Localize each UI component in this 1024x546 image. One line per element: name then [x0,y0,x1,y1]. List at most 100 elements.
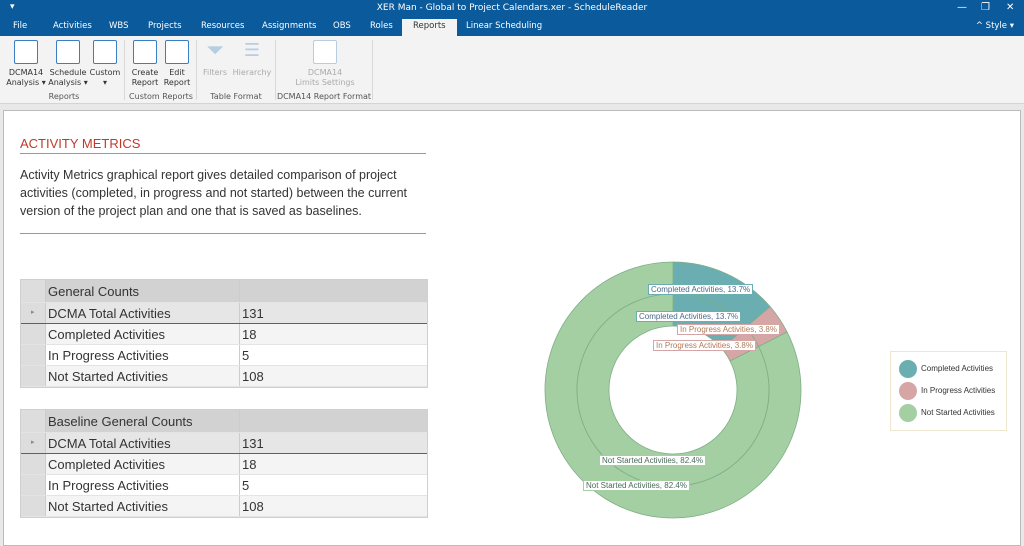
tab-activities[interactable]: Activities [53,21,92,31]
label: Filters [203,68,227,77]
row-indicator: ▸ [21,303,46,323]
table-row[interactable]: Completed Activities 18 [21,324,427,345]
restore-button[interactable]: ❐ [981,2,990,13]
legend-swatch [899,404,917,422]
table-row[interactable]: Not Started Activities 108 [21,496,427,517]
row-indicator [21,345,46,365]
label: Limits Settings [295,78,355,87]
table-row[interactable]: Not Started Activities 108 [21,366,427,387]
group-label: Table Format [210,92,262,101]
page-title: ACTIVITY METRICS [20,136,141,151]
cell: 5 [239,345,249,365]
tab-reports[interactable]: Reports [402,19,457,36]
legend-item-completed[interactable]: Completed Activities [899,360,993,378]
label-outer-completed: Completed Activities, 13.7% [648,284,754,295]
minimize-button[interactable]: — [957,2,967,13]
label: ▾ [102,78,107,87]
edit-report-button[interactable]: Edit Report [162,40,192,88]
divider [196,40,197,100]
cell: In Progress Activities [48,478,169,493]
label: Hierarchy [232,68,272,77]
legend-label: Not Started Activities [921,408,995,418]
label: Analysis ▾ [6,78,46,87]
table-row[interactable]: In Progress Activities 5 [21,345,427,366]
title-bar: ▾ XER Man - Global to Project Calendars.… [0,0,1024,18]
header-value [239,280,242,302]
close-button[interactable]: ✕ [1006,2,1015,13]
header-label: General Counts [48,284,140,299]
legend-swatch [899,360,917,378]
row-indicator [21,366,46,386]
tab-file[interactable]: File [13,21,28,31]
checklist-icon [313,40,337,64]
tab-linear-scheduling[interactable]: Linear Scheduling [466,21,543,31]
tab-resources[interactable]: Resources [201,21,245,31]
label: Report [163,78,191,87]
ribbon: DCMA14 Analysis ▾ Schedule Analysis ▾ Cust… [0,36,1024,104]
quick-access-menu[interactable]: ▾ [10,2,15,12]
cell: DCMA Total Activities [48,306,171,321]
label-outer-in-progress: In Progress Activities, 3.8% [677,324,780,335]
tab-wbs[interactable]: WBS [109,21,129,31]
cell: In Progress Activities [48,348,169,363]
schedule-analysis-button[interactable]: Schedule Analysis ▾ [48,40,88,88]
label: Custom [89,68,121,77]
header-label: Baseline General Counts [48,414,193,429]
row-indicator [21,280,46,302]
custom-button[interactable]: Custom ▾ [89,40,121,88]
cell: DCMA Total Activities [48,436,171,451]
divider [372,40,373,100]
cell: 18 [239,454,256,474]
tab-projects[interactable]: Projects [148,21,182,31]
cell: Not Started Activities [48,369,168,384]
tab-obs[interactable]: OBS [333,21,351,31]
tab-assignments[interactable]: Assignments [262,21,317,31]
table-header: Baseline General Counts [21,410,427,433]
style-menu[interactable]: ^ Style ▾ [975,21,1014,31]
label-outer-not-started: Not Started Activities, 82.4% [583,480,690,491]
legend-item-in-progress[interactable]: In Progress Activities [899,382,995,400]
table-row[interactable]: In Progress Activities 5 [21,475,427,496]
row-indicator [21,496,46,516]
legend-label: Completed Activities [921,364,994,374]
style-label: Style [985,21,1008,31]
create-report-button[interactable]: Create Report [130,40,160,88]
report-description: Activity Metrics graphical report gives … [20,168,408,218]
checklist-icon [14,40,38,64]
filters-button[interactable]: ⏷ Filters [200,40,230,78]
baseline-general-counts-table: Baseline General Counts ▸ DCMA Total Acti… [20,409,428,518]
cell: 18 [239,324,256,344]
hierarchy-button[interactable]: ☰ Hierarchy [232,40,272,78]
label-inner-completed: Completed Activities, 13.7% [636,311,742,322]
divider [275,40,276,100]
row-indicator: ▸ [21,433,46,453]
tab-roles[interactable]: Roles [370,21,393,31]
label: DCMA14 [307,68,343,77]
row-indicator [21,454,46,474]
dcma14-analysis-button[interactable]: DCMA14 Analysis ▾ [6,40,46,88]
edit-report-icon [165,40,189,64]
legend-item-not-started[interactable]: Not Started Activities [899,404,995,422]
slice-inner-not-started[interactable] [576,293,770,487]
table-row[interactable]: Completed Activities 18 [21,454,427,475]
table-row[interactable]: ▸ DCMA Total Activities 131 [21,433,427,454]
legend-label: In Progress Activities [921,386,996,396]
legend-swatch [899,382,917,400]
table-row[interactable]: ▸ DCMA Total Activities 131 [21,303,427,324]
group-label: Reports [48,92,80,101]
label-inner-in-progress: In Progress Activities, 3.8% [653,340,756,351]
label: Analysis ▾ [48,78,88,87]
window-title: XER Man - Global to Project Calendars.xe… [376,3,648,13]
cell: Completed Activities [48,457,166,472]
cell: 131 [239,303,264,323]
group-label: Custom Reports [129,92,193,101]
table-header: General Counts [21,280,427,303]
label-inner-not-started: Not Started Activities, 82.4% [599,455,706,466]
header-value [239,410,242,432]
label: DCMA14 [8,68,44,77]
row-indicator [21,410,46,432]
chart-legend: Completed Activities In Progress Activit… [890,351,1007,431]
cell: 108 [239,496,264,516]
row-indicator [21,475,46,495]
dcma14-limits-settings-button[interactable]: DCMA14 Limits Settings [280,40,370,88]
